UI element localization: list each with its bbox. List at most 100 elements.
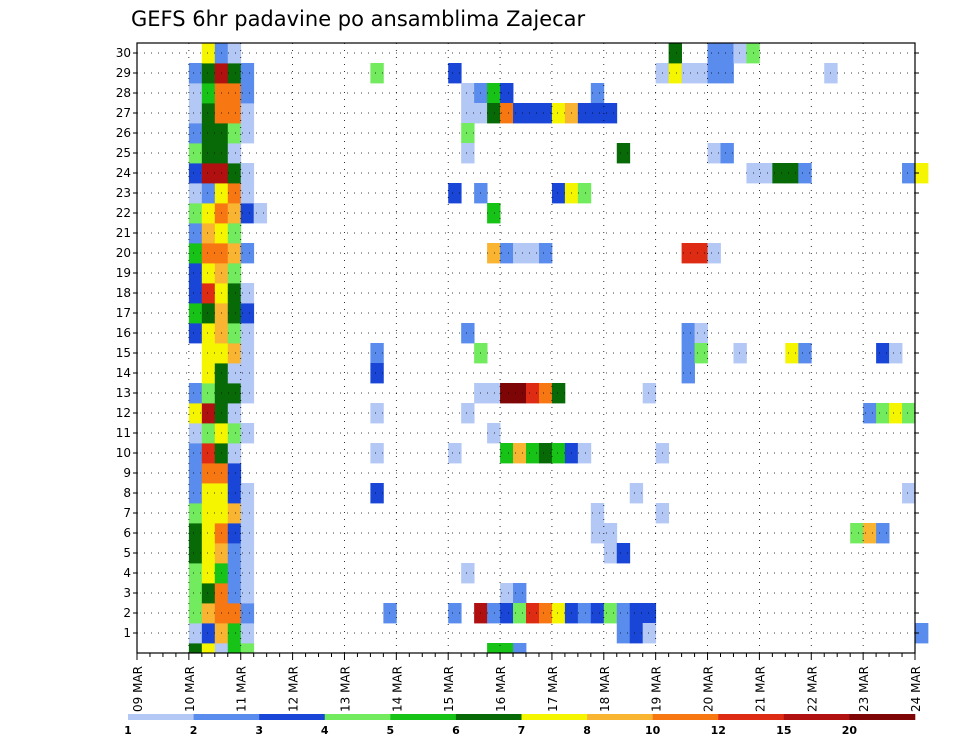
- heatmap-cell: [240, 383, 255, 404]
- colorbar-swatch: [652, 714, 719, 720]
- colorbar-swatch: [455, 714, 522, 720]
- chart-title: GEFS 6hr padavine po ansamblima Zajecar: [131, 7, 586, 31]
- y-tick-label: 26: [116, 126, 131, 140]
- heatmap-cell: [227, 363, 242, 384]
- heatmap-cell: [616, 603, 631, 624]
- heatmap-cell: [201, 503, 216, 524]
- y-tick-label: 24: [116, 166, 131, 180]
- heatmap-cell: [201, 483, 216, 504]
- heatmap-cell: [785, 163, 799, 184]
- heatmap-cell: [240, 63, 255, 84]
- x-tick-label: 13 MAR: [338, 666, 352, 712]
- colorbar-label: 20: [842, 724, 858, 737]
- heatmap-cell: [500, 383, 514, 404]
- heatmap-cell: [201, 183, 216, 204]
- heatmap-cell: [668, 63, 682, 84]
- colorbar: 1 2 3 4 5 6 7 8 10 12 15 20: [124, 714, 916, 737]
- x-tick-label: 22 MAR: [805, 666, 819, 712]
- heatmap-cell: [201, 63, 216, 84]
- heatmap-cell: [902, 163, 916, 184]
- heatmap-cell: [227, 163, 242, 184]
- heatmap-cell: [370, 63, 384, 84]
- heatmap-cell: [188, 603, 203, 624]
- y-tick-label: 9: [123, 466, 131, 480]
- heatmap-cell: [629, 483, 644, 504]
- heatmap-cell: [188, 563, 203, 584]
- heatmap-cell: [538, 603, 553, 624]
- heatmap-cell: [201, 583, 216, 604]
- heatmap-cell: [538, 383, 553, 404]
- heatmap-cell: [227, 443, 242, 464]
- heatmap-cell: [227, 563, 242, 584]
- heatmap-cell: [487, 83, 501, 104]
- heatmap-cell: [188, 123, 203, 144]
- heatmap-cell: [188, 243, 203, 264]
- heatmap-cell: [681, 363, 695, 384]
- heatmap-cell: [448, 183, 462, 204]
- heatmap-cell: [201, 83, 216, 104]
- y-tick-label: 5: [123, 546, 131, 560]
- heatmap-cell: [240, 103, 255, 124]
- heatmap-cell: [487, 203, 501, 224]
- heatmap-cell: [526, 383, 540, 404]
- heatmap-cell: [188, 203, 203, 224]
- colorbar-label: 3: [255, 724, 263, 737]
- heatmap-cell: [240, 503, 255, 524]
- heatmap-cell: [201, 343, 216, 364]
- heatmap-cell: [201, 223, 216, 244]
- heatmap-cell: [461, 323, 475, 344]
- heatmap-cell: [551, 183, 566, 204]
- heatmap-cell: [707, 243, 721, 264]
- heatmap-cell: [188, 63, 203, 84]
- heatmap-cell: [201, 283, 216, 304]
- x-tick-label: 14 MAR: [390, 666, 404, 712]
- heatmap-cell: [201, 463, 216, 484]
- heatmap-cell: [227, 123, 242, 144]
- heatmap-cell: [707, 43, 721, 64]
- heatmap-cell: [188, 163, 203, 184]
- heatmap-cell: [513, 443, 527, 464]
- heatmap-cell: [370, 343, 384, 364]
- y-tick-label: 27: [116, 106, 131, 120]
- heatmap-cell: [798, 343, 812, 364]
- heatmap-cell: [370, 363, 384, 384]
- heatmap-cell: [577, 603, 592, 624]
- heatmap-cell: [227, 383, 242, 404]
- heatmap-cell: [201, 103, 216, 124]
- heatmap-cell: [902, 483, 916, 504]
- x-tick-label: 15 MAR: [442, 666, 456, 712]
- heatmap-cell: [188, 323, 203, 344]
- heatmap-cell: [240, 543, 255, 564]
- heatmap-cell: [240, 303, 255, 324]
- heatmap-cell: [487, 643, 501, 654]
- heatmap-cell: [227, 503, 242, 524]
- colorbar-label: 5: [387, 724, 395, 737]
- heatmap-cell: [448, 443, 462, 464]
- x-tick-label: 23 MAR: [857, 666, 871, 712]
- heatmap-cell: [188, 183, 203, 204]
- heatmap-cell: [629, 603, 644, 624]
- heatmap-cell: [227, 203, 242, 224]
- y-tick-label: 1: [123, 626, 131, 640]
- y-tick-label: 23: [116, 186, 131, 200]
- heatmap-cell: [240, 323, 255, 344]
- heatmap-cell: [227, 623, 242, 644]
- heatmap-cell: [201, 443, 216, 464]
- heatmap-cell: [227, 323, 242, 344]
- heatmap-cell: [227, 583, 242, 604]
- heatmap-cell: [240, 283, 255, 304]
- heatmap-cell: [201, 603, 216, 624]
- heatmap-cell: [513, 603, 527, 624]
- heatmap-cell: [201, 263, 216, 284]
- y-tick-label: 4: [123, 566, 131, 580]
- heatmap-cell: [188, 403, 203, 424]
- heatmap-cell: [227, 463, 242, 484]
- heatmap-cell: [227, 423, 242, 444]
- heatmap-cell: [461, 563, 475, 584]
- heatmap-cell: [201, 43, 216, 64]
- heatmap-cell: [227, 543, 242, 564]
- colorbar-swatch: [259, 714, 326, 720]
- heatmap-cells: [188, 43, 929, 654]
- heatmap-cell: [902, 403, 916, 424]
- heatmap-cell: [759, 163, 773, 184]
